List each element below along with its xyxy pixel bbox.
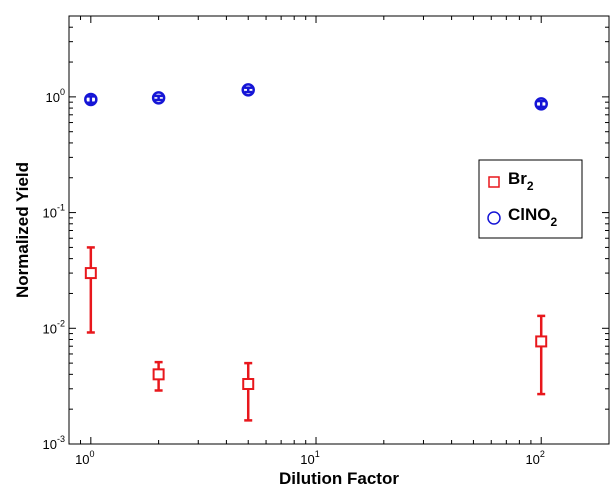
y-tick-label: 10-2: [43, 318, 65, 336]
legend-label: Br2: [508, 169, 534, 193]
data-point-circle: [84, 92, 98, 107]
legend-marker-square: [488, 176, 500, 188]
data-point-circle: [241, 83, 255, 97]
y-tick-label: 10-1: [43, 203, 65, 221]
legend: Br2 ClNO2: [478, 159, 583, 239]
data-markers: [84, 83, 548, 391]
axis-ticks: [68, 15, 610, 445]
x-tick-label: 102: [525, 449, 544, 467]
error-bars: [86, 86, 546, 422]
plot-frame: [68, 15, 610, 445]
legend-label: ClNO2: [508, 205, 558, 229]
y-tick-label: 100: [46, 87, 65, 105]
x-axis-title: Dilution Factor: [279, 469, 399, 488]
data-point-square: [152, 368, 165, 381]
legend-box: [478, 159, 583, 239]
y-axis-title: Normalized Yield: [13, 162, 32, 298]
data-point-square: [84, 267, 97, 280]
data-point-square: [535, 335, 548, 348]
data-point-square: [242, 378, 255, 391]
legend-marker-circle: [487, 211, 501, 225]
x-tick-label: 100: [75, 449, 94, 467]
data-point-circle: [534, 97, 548, 111]
x-tick-label: 101: [300, 449, 319, 467]
axis-tick-labels: 100 101 102 10-3 10-2 10-1 100: [43, 87, 545, 467]
y-tick-label: 10-3: [43, 434, 65, 452]
data-point-circle: [151, 91, 166, 105]
